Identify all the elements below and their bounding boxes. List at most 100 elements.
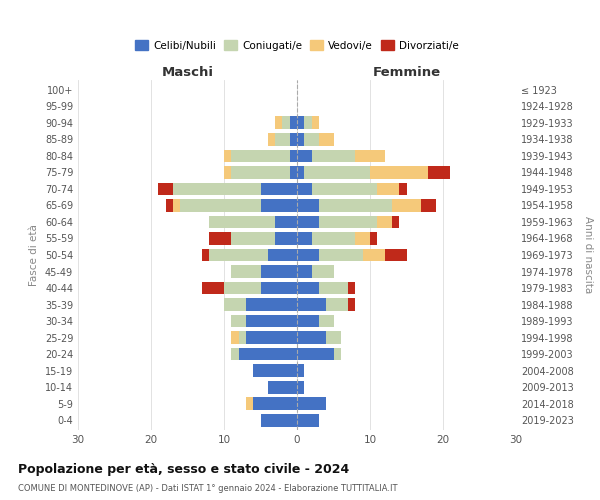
Bar <box>209 232 232 245</box>
Text: COMUNE DI MONTEDINOVE (AP) - Dati ISTAT 1° gennaio 2024 - Elaborazione TUTTITALI: COMUNE DI MONTEDINOVE (AP) - Dati ISTAT … <box>18 484 398 493</box>
Bar <box>290 150 297 162</box>
Bar <box>297 298 326 311</box>
Bar <box>319 133 334 146</box>
Bar <box>232 314 246 328</box>
Bar <box>253 397 297 410</box>
Bar <box>326 331 341 344</box>
Text: Femmine: Femmine <box>373 66 440 79</box>
Bar <box>232 265 260 278</box>
Bar <box>319 199 392 212</box>
Bar <box>377 216 392 228</box>
Bar <box>246 331 297 344</box>
Bar <box>297 248 319 262</box>
Bar <box>304 166 370 179</box>
Bar <box>297 116 304 130</box>
Bar <box>297 364 304 377</box>
Bar <box>297 182 311 196</box>
Bar <box>275 133 290 146</box>
Bar <box>275 116 283 130</box>
Bar <box>260 182 297 196</box>
Bar <box>202 282 224 294</box>
Bar <box>311 265 334 278</box>
Y-axis label: Fasce di età: Fasce di età <box>29 224 39 286</box>
Bar <box>392 199 421 212</box>
Bar <box>209 216 275 228</box>
Legend: Celibi/Nubili, Coniugati/e, Vedovi/e, Divorziati/e: Celibi/Nubili, Coniugati/e, Vedovi/e, Di… <box>131 36 463 55</box>
Bar <box>370 232 377 245</box>
Bar <box>260 199 297 212</box>
Bar <box>297 397 326 410</box>
Bar <box>311 232 355 245</box>
Bar <box>283 116 290 130</box>
Bar <box>260 414 297 426</box>
Bar <box>166 199 173 212</box>
Bar <box>268 380 297 394</box>
Bar <box>399 182 407 196</box>
Bar <box>180 199 260 212</box>
Bar <box>319 314 334 328</box>
Bar <box>290 166 297 179</box>
Bar <box>173 182 260 196</box>
Bar <box>334 348 341 360</box>
Bar <box>224 166 232 179</box>
Bar <box>297 150 311 162</box>
Bar <box>224 298 246 311</box>
Bar <box>268 248 297 262</box>
Bar <box>319 216 377 228</box>
Bar <box>224 282 260 294</box>
Bar <box>173 199 180 212</box>
Bar <box>232 150 290 162</box>
Bar <box>377 182 399 196</box>
Bar <box>385 248 407 262</box>
Bar <box>348 298 355 311</box>
Bar <box>209 248 268 262</box>
Bar <box>232 232 275 245</box>
Bar <box>297 282 319 294</box>
Bar <box>253 364 297 377</box>
Text: Maschi: Maschi <box>161 66 214 79</box>
Bar <box>275 216 297 228</box>
Bar <box>297 133 304 146</box>
Bar <box>311 182 377 196</box>
Y-axis label: Anni di nascita: Anni di nascita <box>583 216 593 294</box>
Bar <box>297 331 326 344</box>
Bar <box>311 116 319 130</box>
Bar <box>370 166 428 179</box>
Bar <box>224 150 232 162</box>
Bar <box>348 282 355 294</box>
Bar <box>158 182 173 196</box>
Bar <box>326 298 348 311</box>
Bar <box>428 166 450 179</box>
Bar <box>246 397 253 410</box>
Bar <box>355 150 385 162</box>
Bar <box>297 314 319 328</box>
Bar <box>239 331 246 344</box>
Bar <box>297 414 319 426</box>
Bar <box>290 116 297 130</box>
Bar <box>297 199 319 212</box>
Bar <box>319 248 362 262</box>
Bar <box>297 348 334 360</box>
Bar <box>275 232 297 245</box>
Bar <box>246 314 297 328</box>
Bar <box>297 265 311 278</box>
Bar <box>297 380 304 394</box>
Bar <box>232 348 239 360</box>
Bar <box>260 265 297 278</box>
Bar <box>290 133 297 146</box>
Bar <box>304 133 319 146</box>
Bar <box>362 248 385 262</box>
Bar <box>392 216 399 228</box>
Bar <box>297 166 304 179</box>
Text: Popolazione per età, sesso e stato civile - 2024: Popolazione per età, sesso e stato civil… <box>18 462 349 475</box>
Bar <box>246 298 297 311</box>
Bar <box>297 216 319 228</box>
Bar <box>319 282 348 294</box>
Bar <box>421 199 436 212</box>
Bar <box>297 232 311 245</box>
Bar <box>202 248 209 262</box>
Bar <box>239 348 297 360</box>
Bar <box>260 282 297 294</box>
Bar <box>232 331 239 344</box>
Bar <box>311 150 355 162</box>
